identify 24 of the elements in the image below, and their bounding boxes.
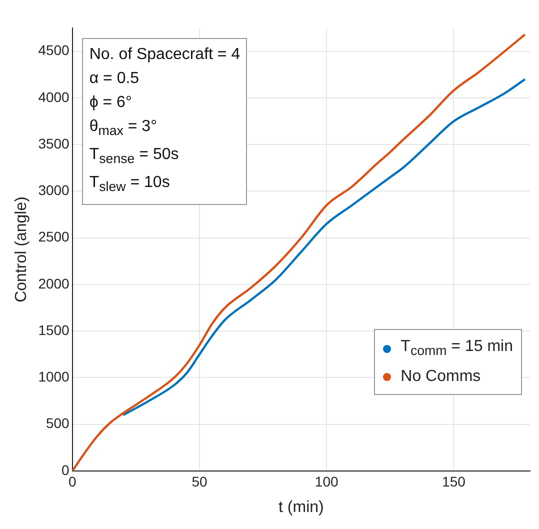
- x-axis-title: t (min): [278, 498, 324, 516]
- y-tick-label: 2000: [38, 275, 70, 292]
- y-tick-label: 3500: [38, 135, 70, 152]
- legend-label: T$_{comm}$ = 15 min: [400, 337, 513, 360]
- y-tick-label: 1500: [38, 322, 70, 338]
- x-tick-label: 50: [192, 473, 208, 490]
- annotation: θ$_{max}$ = 3°: [89, 117, 158, 140]
- legend-label: No Comms: [400, 367, 481, 388]
- annotation: No. of Spacecraft = 4: [89, 45, 240, 65]
- annotation: α = 0.5: [89, 69, 140, 89]
- y-tick-label: 1000: [38, 368, 70, 385]
- annotation: T$_{sense}$ = 50s: [89, 145, 180, 168]
- annotation: ϕ = 6°: [89, 93, 133, 113]
- annotation: T$_{slew}$ = 10s: [89, 173, 171, 197]
- y-tick-label: 4000: [38, 88, 70, 105]
- x-tick-label: 100: [314, 473, 338, 490]
- y-tick-label: 0: [62, 462, 70, 478]
- y-tick-label: 2500: [38, 228, 70, 245]
- x-tick-label: 150: [442, 473, 466, 490]
- y-tick-label: 4500: [38, 42, 70, 58]
- line-series: [72, 33, 526, 471]
- y-axis-title: Control (angle): [13, 196, 30, 302]
- y-tick-label: 3000: [38, 182, 70, 198]
- y-tick-label: 500: [46, 415, 70, 432]
